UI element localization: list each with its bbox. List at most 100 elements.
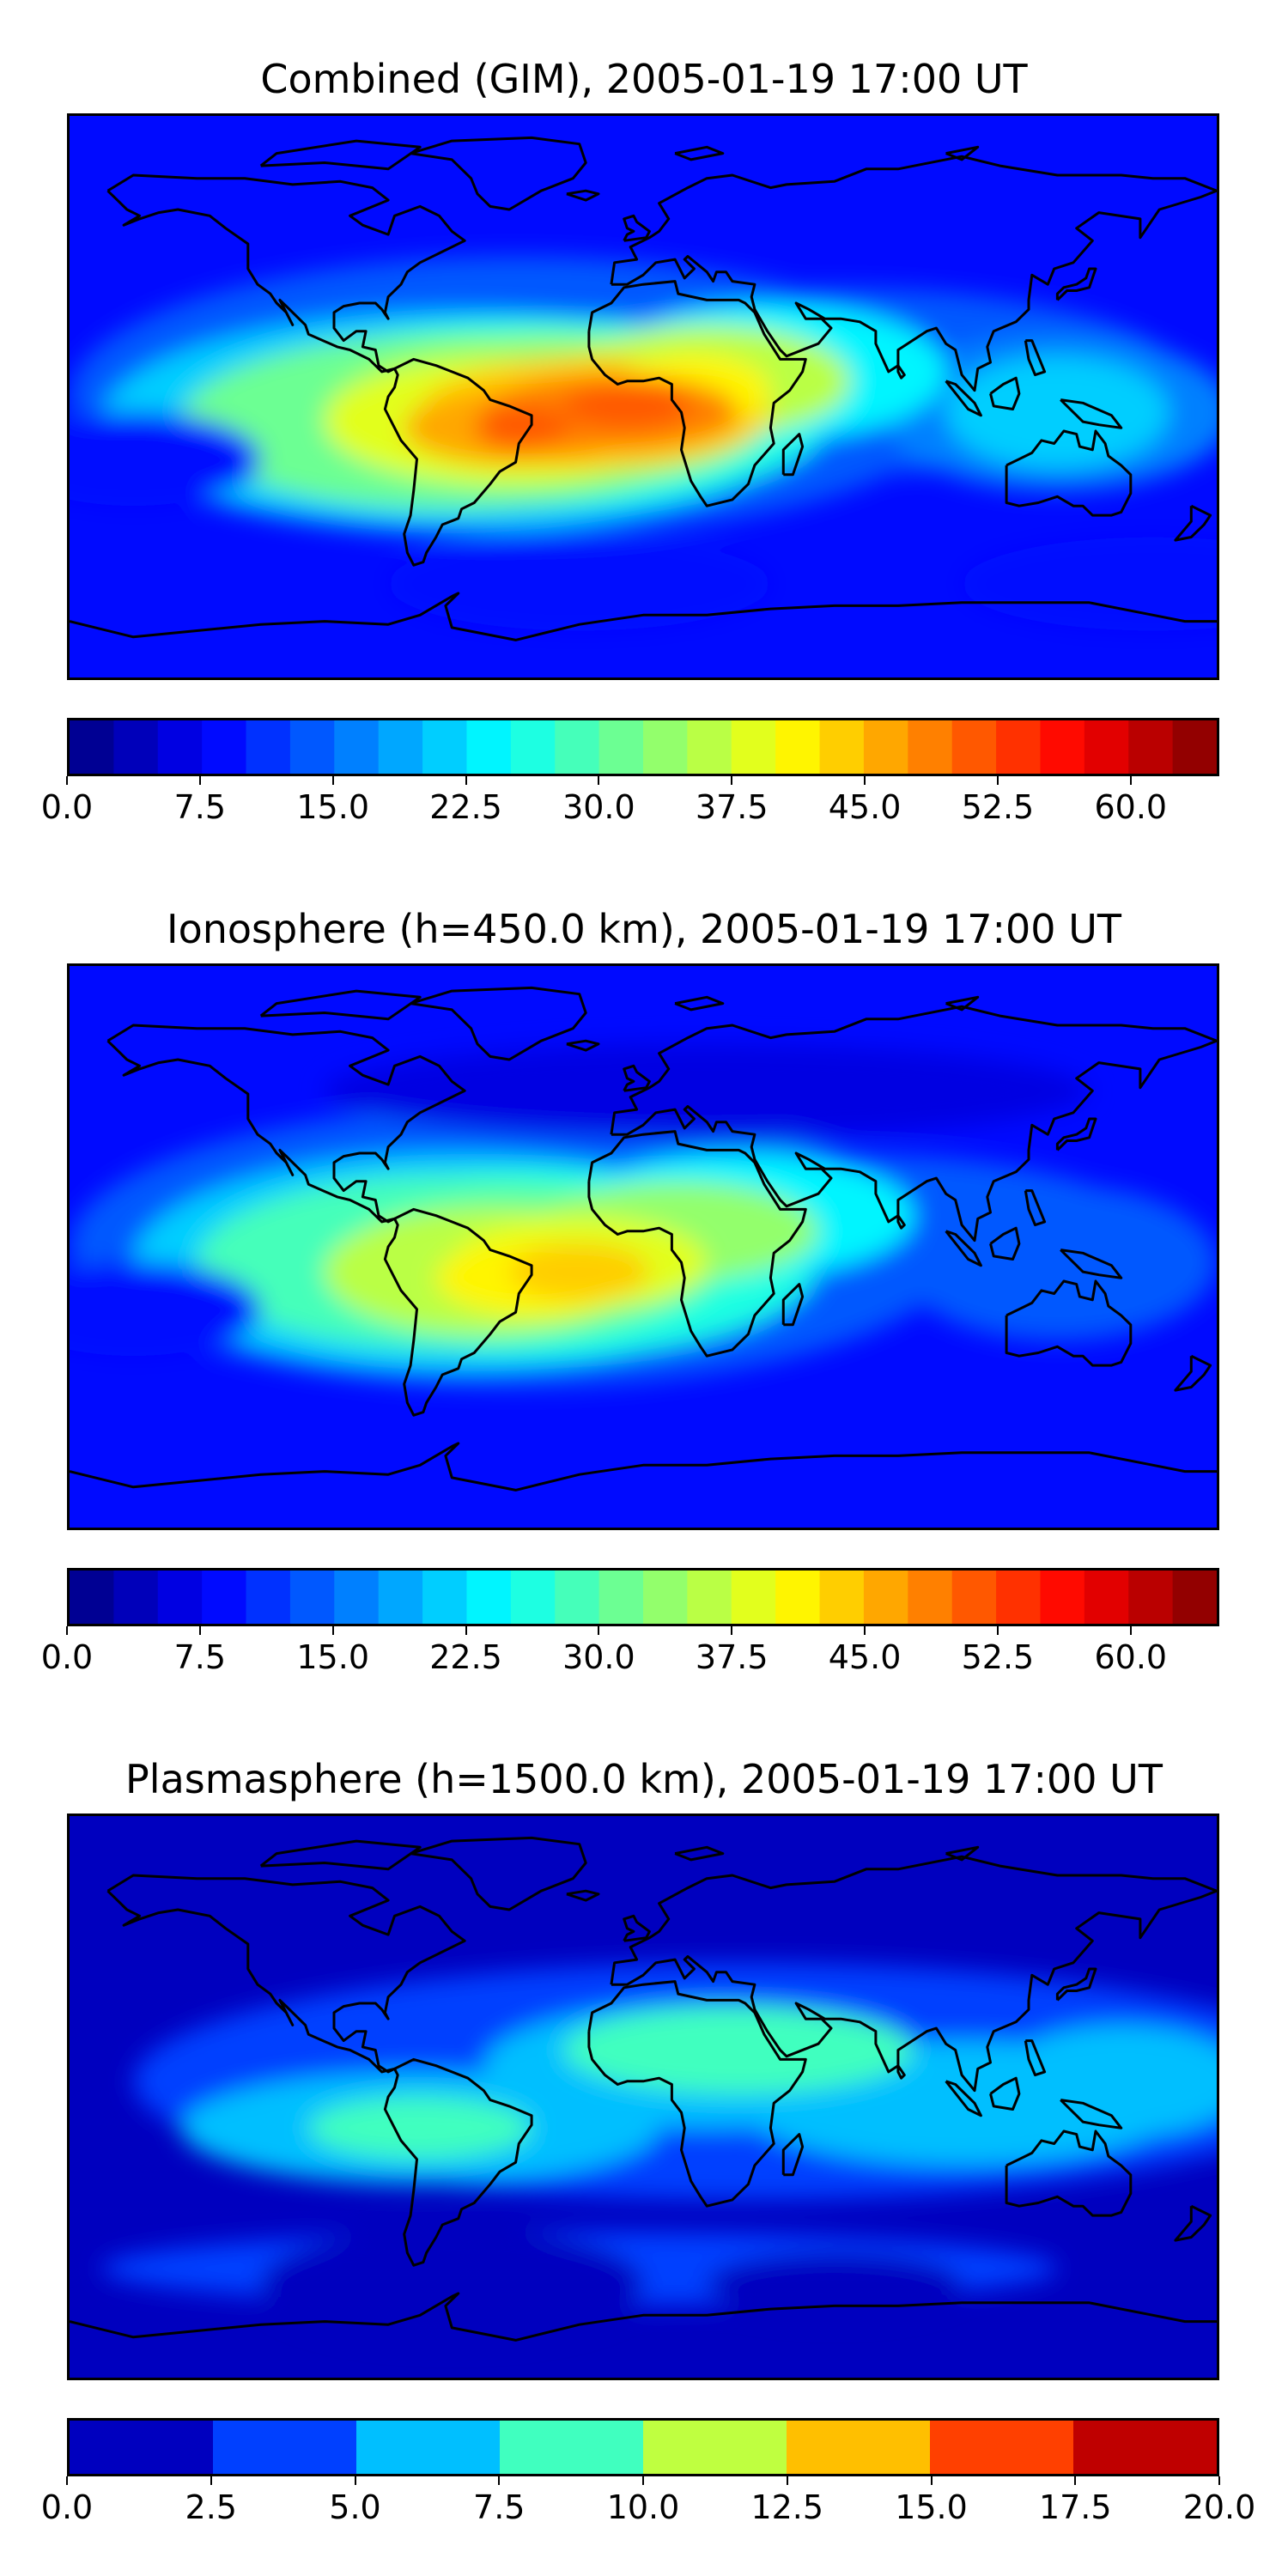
colorbar-segment xyxy=(334,1571,380,1624)
colorbar-tick-label: 17.5 xyxy=(1038,2488,1112,2526)
coastline-path xyxy=(989,2076,1021,2111)
colorbar-segment xyxy=(996,720,1042,774)
coastline-path xyxy=(945,380,982,417)
coastline-path xyxy=(106,1024,466,1224)
contour-fill-group xyxy=(70,1043,1217,1388)
coastline-path xyxy=(610,1855,1217,2093)
colorbar-segment xyxy=(731,1571,776,1624)
coastline-path xyxy=(1060,2099,1123,2129)
coastline-path xyxy=(1060,1249,1123,1279)
contour-region xyxy=(509,1243,650,1300)
colorbar-segment xyxy=(113,720,159,774)
colorbar-segment xyxy=(500,2421,644,2474)
contour-region xyxy=(324,1043,1090,1138)
colorbar-segment xyxy=(157,1571,203,1624)
colorbar-tick-mark xyxy=(786,2476,788,2485)
coastline-path xyxy=(610,155,1217,392)
coastline-path xyxy=(106,1874,466,2074)
colorbar-tick-mark xyxy=(996,776,999,785)
coastline-path xyxy=(623,1914,651,1942)
coastline-path xyxy=(587,1130,807,1358)
coastline-path xyxy=(674,1845,725,1862)
coastline-path xyxy=(896,1214,906,1230)
colorbar-segment xyxy=(70,720,114,774)
colorbar-segment xyxy=(213,2421,357,2474)
colorbar-segment xyxy=(334,720,380,774)
colorbar-segment xyxy=(555,1571,600,1624)
colorbar-segment xyxy=(598,720,644,774)
colorbar-segment xyxy=(378,720,423,774)
colorbar-tick-label: 45.0 xyxy=(828,1638,902,1676)
colorbar-tick-label: 60.0 xyxy=(1094,788,1168,826)
colorbar-tick-label: 30.0 xyxy=(562,1638,635,1676)
colorbar-segment xyxy=(246,720,291,774)
colorbar-tick-label: 10.0 xyxy=(606,2488,680,2526)
contour-region xyxy=(563,384,691,428)
colorbar-segment xyxy=(1128,1571,1174,1624)
colorbar-segment xyxy=(70,1571,114,1624)
colorbar-segment xyxy=(510,1571,556,1624)
coastline-path xyxy=(610,1005,1217,1242)
contour-region xyxy=(388,537,771,631)
colorbar-tick-mark xyxy=(198,776,201,785)
map-ionosphere xyxy=(67,963,1219,1530)
coastline-path xyxy=(1005,429,1133,517)
colorbar-ticks-ionosphere: 0.0 7.5 15.0 22.5 30.0 37.5 45.0 52.5 60.0 xyxy=(41,1626,1219,1678)
colorbar-tick-label: 15.0 xyxy=(296,1638,369,1676)
colorbar-segment xyxy=(598,1571,644,1624)
contour-region xyxy=(308,2097,532,2160)
contour-region xyxy=(474,405,570,450)
colorbar-tick-mark xyxy=(731,776,733,785)
colorbar-combined xyxy=(67,718,1219,776)
coastline-path xyxy=(259,139,422,171)
colorbar-segment xyxy=(996,1571,1042,1624)
colorbar-tick-label: 15.0 xyxy=(296,788,369,826)
tec-map-combined xyxy=(70,116,1217,677)
colorbar-segment xyxy=(908,1571,953,1624)
colorbar-tick-mark xyxy=(864,776,866,785)
contour-region xyxy=(260,2227,643,2341)
coastline-path xyxy=(70,2292,1217,2342)
colorbar-segment xyxy=(246,1571,291,1624)
coastline-path xyxy=(781,2133,805,2177)
coastline-path xyxy=(383,357,533,567)
colorbar-tick-label: 45.0 xyxy=(828,788,902,826)
coastline-path xyxy=(587,280,807,507)
coastline-path xyxy=(623,214,651,242)
coastline-path xyxy=(989,1226,1021,1261)
colorbar-tick-mark xyxy=(66,1626,68,1635)
colorbar-tick-label: 7.5 xyxy=(173,788,227,826)
coastline-path xyxy=(1005,2129,1133,2217)
colorbar-ticks-plasmasphere: 0.0 2.5 5.0 7.5 10.0 12.5 15.0 17.5 20.0 xyxy=(41,2476,1255,2528)
colorbar-tick-label: 52.5 xyxy=(961,1638,1035,1676)
colorbar-segment xyxy=(775,1571,821,1624)
coastline-path xyxy=(1174,504,1212,542)
coastline-path xyxy=(623,1064,651,1092)
colorbar-segment xyxy=(289,1571,335,1624)
contour-region xyxy=(897,1184,1217,1340)
colorbar-segment xyxy=(775,720,821,774)
coastline-path xyxy=(410,986,587,1061)
colorbar-tick-mark xyxy=(498,2476,501,2485)
contour-region xyxy=(70,1262,261,1357)
colorbar-segment xyxy=(422,1571,468,1624)
colorbar-segment xyxy=(1128,720,1174,774)
colorbar-tick-mark xyxy=(1218,2476,1220,2485)
colorbar-tick-label: 20.0 xyxy=(1182,2488,1256,2526)
contour-fill-group xyxy=(101,1962,1217,2341)
coastline-path xyxy=(410,136,587,211)
coastline-path xyxy=(587,1980,807,2208)
colorbar-tick-label: 22.5 xyxy=(429,788,502,826)
coastline-path xyxy=(781,433,805,477)
colorbar-tick-label: 0.0 xyxy=(40,788,94,826)
coastline-path xyxy=(1060,398,1123,429)
colorbar-segment xyxy=(202,1571,247,1624)
colorbar-tick-label: 52.5 xyxy=(961,788,1035,826)
coastline-path xyxy=(1174,1354,1212,1392)
colorbar-svg-plasmasphere xyxy=(70,2421,1217,2474)
colorbar-tick-mark xyxy=(66,2476,68,2485)
colorbar-tick-mark xyxy=(1129,1626,1132,1635)
colorbar-segment xyxy=(731,720,776,774)
coastline-path xyxy=(945,145,980,161)
colorbar-ionosphere xyxy=(67,1568,1219,1626)
